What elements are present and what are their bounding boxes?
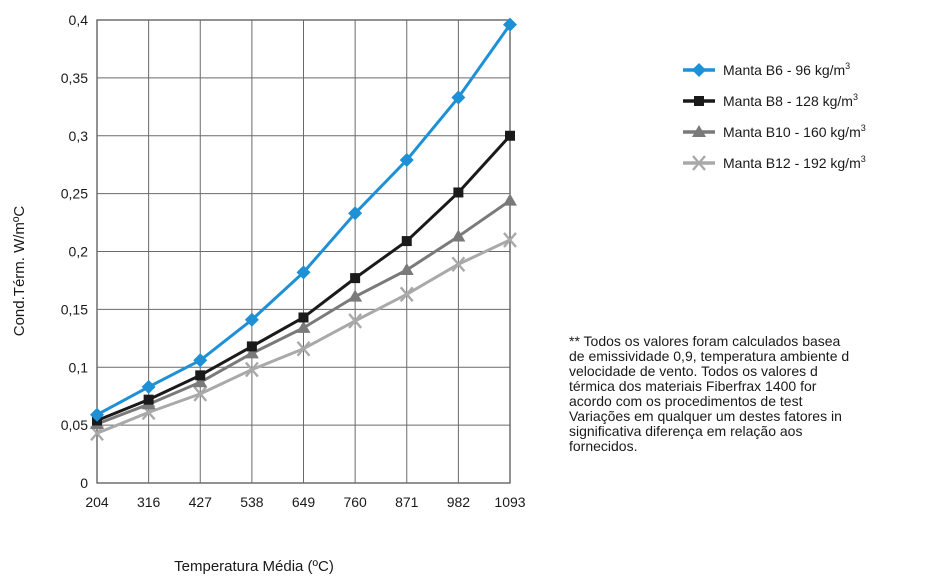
x-tick-label: 982 xyxy=(447,494,471,510)
x-tick-label: 204 xyxy=(85,494,109,510)
series-1 xyxy=(90,17,517,422)
y-tick-label: 0,3 xyxy=(69,128,89,144)
footnote-line: fornecidos. xyxy=(569,438,638,454)
triangle-marker xyxy=(503,193,517,206)
y-axis-ticks: 0 0,05 0,1 0,15 0,2 0,25 0,3 0,35 0,4 xyxy=(61,12,88,491)
series-2 xyxy=(92,130,515,426)
footnote-line: de emissividade 0,9, temperatura ambient… xyxy=(569,348,850,364)
grid xyxy=(96,19,511,484)
x-tick-label: 316 xyxy=(137,494,161,510)
legend-label: Manta B6 - 96 kg/m3 xyxy=(723,61,850,78)
diamond-marker xyxy=(193,353,208,368)
x-marker-stroke xyxy=(503,232,517,248)
y-tick-label: 0 xyxy=(80,475,88,491)
legend-label-superscript: 3 xyxy=(861,154,866,164)
square-marker xyxy=(505,130,515,141)
series-layer xyxy=(90,17,517,442)
legend-item: Manta B12 - 192 kg/m3 xyxy=(683,154,866,171)
diamond-marker xyxy=(692,63,706,77)
legend-label: Manta B10 - 160 kg/m3 xyxy=(723,123,866,140)
diamond-marker xyxy=(90,407,104,422)
footnote-line: Variações em qualquer um destes fatores … xyxy=(569,408,842,424)
y-tick-label: 0,05 xyxy=(61,417,88,433)
legend-label: Manta B8 - 128 kg/m3 xyxy=(723,92,858,109)
square-marker xyxy=(246,341,257,352)
footnote-line: térmica dos materiais Fiberfrax 1400 for xyxy=(569,378,817,394)
diamond-marker xyxy=(141,379,156,394)
x-axis-ticks: 204 316 427 538 649 760 871 982 1093 xyxy=(85,494,525,510)
y-tick-label: 0,25 xyxy=(61,186,88,202)
x-tick-label: 871 xyxy=(395,494,419,510)
legend-label-superscript: 3 xyxy=(853,92,858,102)
x-marker-stroke xyxy=(296,340,311,357)
diamond-marker xyxy=(399,153,414,168)
triangle-marker xyxy=(451,229,466,242)
diamond-marker xyxy=(503,17,517,32)
diamond-marker xyxy=(244,312,259,327)
legend-label-superscript: 3 xyxy=(861,123,866,133)
series-4 xyxy=(90,232,517,442)
legend-item: Manta B10 - 160 kg/m3 xyxy=(683,123,866,140)
y-axis-label: Cond.Térm. W/mºC xyxy=(11,206,28,337)
diamond-marker xyxy=(348,206,363,221)
x-marker-stroke xyxy=(451,256,466,273)
legend-item: Manta B8 - 128 kg/m3 xyxy=(683,92,858,109)
square-marker xyxy=(298,312,309,323)
square-marker xyxy=(195,370,206,381)
y-tick-label: 0,15 xyxy=(61,301,88,317)
footnote-line: acordo com os procedimentos de test xyxy=(569,393,803,409)
x-marker xyxy=(348,313,363,329)
x-marker xyxy=(451,256,466,273)
x-tick-label: 538 xyxy=(240,494,264,510)
triangle-marker xyxy=(244,346,259,359)
square-marker xyxy=(694,96,704,106)
x-marker-stroke xyxy=(692,155,706,171)
footnote-line: ** Todos os valores foram calculados bas… xyxy=(569,334,841,349)
x-marker xyxy=(692,155,706,171)
triangle-marker xyxy=(348,289,363,302)
y-tick-label: 0,1 xyxy=(69,359,89,375)
x-marker-stroke xyxy=(193,386,208,402)
legend-item: Manta B6 - 96 kg/m3 xyxy=(683,61,850,78)
series-3 xyxy=(90,193,517,429)
x-marker xyxy=(399,286,414,303)
y-tick-label: 0,35 xyxy=(61,70,88,86)
triangle-marker xyxy=(296,320,311,333)
footnote-line: velocidade de vento. Todos os valores d xyxy=(569,363,818,379)
x-marker xyxy=(503,232,517,248)
triangle-marker xyxy=(399,263,414,276)
triangle-marker xyxy=(193,375,208,388)
legend-label: Manta B12 - 192 kg/m3 xyxy=(723,154,866,171)
triangle-marker xyxy=(692,125,706,137)
y-tick-label: 0,2 xyxy=(69,244,89,260)
diamond-marker xyxy=(451,90,466,105)
footnote-line: significativa diferença em relação aos xyxy=(569,423,803,439)
x-tick-label: 649 xyxy=(292,494,316,510)
x-tick-label: 760 xyxy=(343,494,367,510)
square-marker xyxy=(401,236,412,247)
legend-label-superscript: 3 xyxy=(845,61,850,71)
legend: Manta B6 - 96 kg/m3 Manta B8 - 128 kg/m3 M… xyxy=(683,61,866,171)
x-tick-label: 1093 xyxy=(494,494,525,510)
x-marker xyxy=(193,386,208,402)
x-marker-stroke xyxy=(244,361,259,378)
square-marker xyxy=(143,394,154,405)
footnote: ** Todos os valores foram calculados bas… xyxy=(569,334,946,494)
x-marker-stroke xyxy=(399,286,414,303)
y-tick-label: 0,4 xyxy=(69,12,89,28)
square-marker xyxy=(350,273,361,284)
diamond-marker xyxy=(296,265,311,280)
x-marker xyxy=(244,361,259,378)
square-marker xyxy=(453,187,464,198)
x-marker-stroke xyxy=(348,313,363,329)
x-tick-label: 427 xyxy=(189,494,213,510)
x-axis-label: Temperatura Média (ºC) xyxy=(174,558,334,575)
x-marker xyxy=(296,340,311,357)
